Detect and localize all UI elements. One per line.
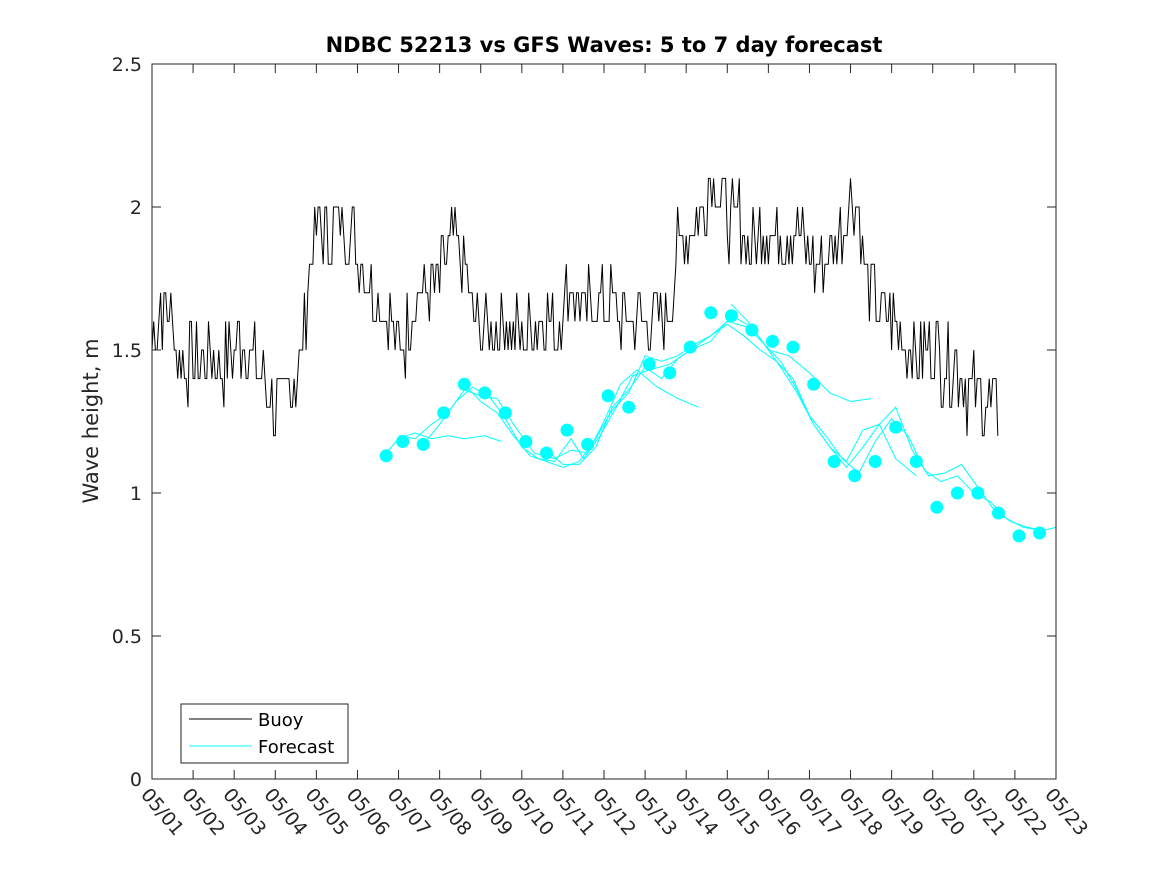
forecast-point [416,437,430,451]
forecast-point [971,486,985,500]
forecast-point [827,455,841,468]
forecast-point [807,377,821,391]
forecast-point [745,323,759,337]
forecast-point [683,340,697,354]
y-tick-label: 1.5 [112,340,142,362]
forecast-point [1012,529,1026,543]
y-tick-label: 0 [130,769,142,791]
y-tick-label: 2.5 [112,54,142,76]
forecast-line [546,323,1040,531]
forecast-point [930,500,944,514]
legend-buoy-label: Buoy [258,710,304,731]
forecast-point [379,449,393,463]
forecast-point [560,423,574,437]
legend: Buoy Forecast [180,703,349,764]
forecast-point [396,435,410,448]
y-axis: 0 0.5 1 1.5 2 2.5 [112,54,1056,791]
y-tick-label: 0.5 [112,626,142,648]
forecast-point [642,357,656,371]
forecast-point [478,386,492,400]
forecast-point [519,435,533,448]
y-tick-label: 1 [130,483,142,505]
legend-forecast-label: Forecast [258,737,334,758]
buoy-line [152,177,999,437]
forecast-point [437,406,451,420]
forecast-point [1033,526,1047,540]
forecast-point [498,406,512,420]
forecast-point [704,306,718,320]
legend-box [180,703,349,764]
forecast-point [581,437,595,451]
forecast-point [950,486,964,500]
forecast-point [622,400,636,414]
forecast-line [422,315,872,463]
buoy-series [152,177,999,437]
forecast-point [766,334,779,348]
chart-title: NDBC 52213 vs GFS Waves: 5 to 7 day fore… [326,33,883,57]
forecast-point [663,366,677,380]
y-tick-label: 2 [130,197,142,219]
forecast-point [457,377,471,391]
forecast-line [731,303,1056,531]
forecast-point [848,469,862,483]
forecast-point [868,455,882,468]
y-axis-label: Wave height, m [79,338,103,503]
forecast-point [601,389,615,403]
forecast-point [540,446,553,460]
forecast-point [909,455,923,468]
forecast-point [992,506,1005,520]
forecast-point [786,340,800,354]
forecast-point [889,420,903,434]
forecast-point [724,309,738,323]
forecast-markers [379,306,1047,543]
